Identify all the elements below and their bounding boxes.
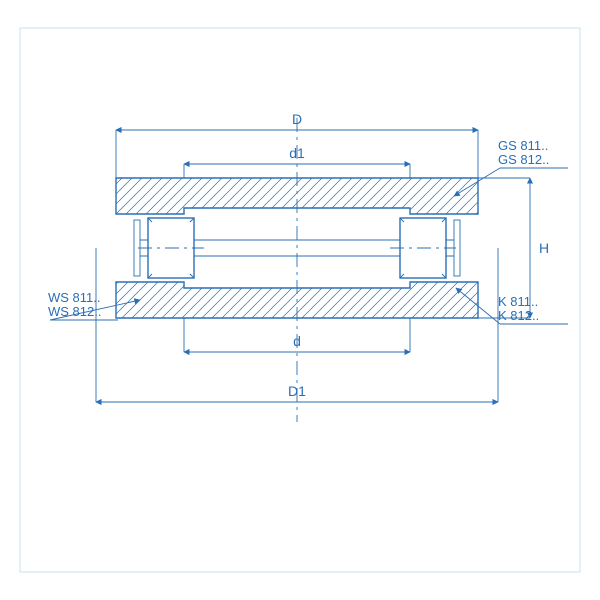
callout-text: WS 812.. — [48, 304, 101, 319]
dim-label-D1: D1 — [288, 383, 306, 399]
dim-label-D: D — [292, 111, 302, 127]
callout-text: K 812.. — [498, 308, 539, 323]
dim-label-d1: d1 — [289, 145, 305, 161]
callout-text: GS 811.. — [498, 138, 548, 153]
dim-label-H: H — [539, 240, 549, 256]
callout-text: K 811.. — [498, 294, 538, 309]
callout-text: WS 811.. — [48, 290, 101, 305]
dim-label-d: d — [293, 333, 301, 349]
diagram-canvas: Dd1 d D1 H GS 811..GS 812.. K 811..K 812.. WS… — [0, 0, 600, 600]
callout-text: GS 812.. — [498, 152, 549, 167]
